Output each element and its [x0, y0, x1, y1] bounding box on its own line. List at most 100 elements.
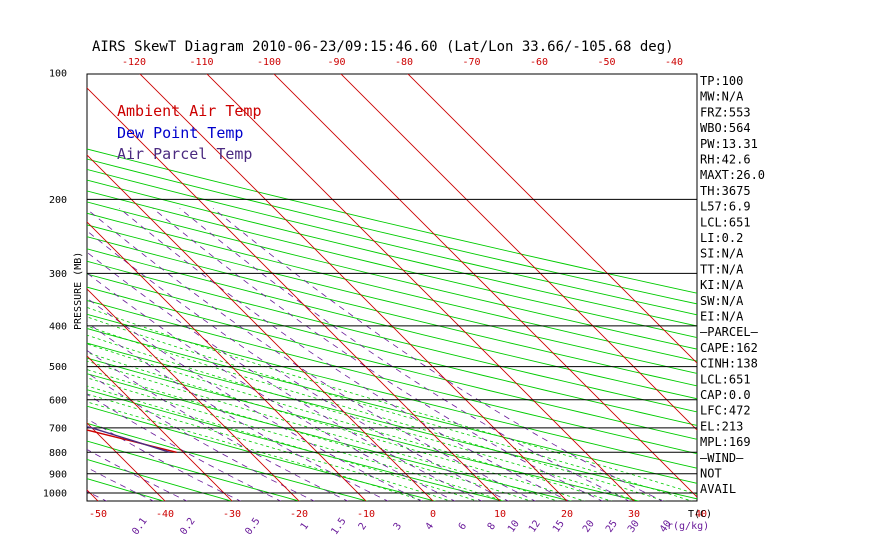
legend-ambient-air-temp: Ambient Air Temp: [117, 102, 262, 120]
mixing-ratio-label-1: 1: [299, 521, 311, 532]
index-11: SI:N/A: [700, 247, 744, 261]
moist-adiabat--4: [87, 401, 425, 501]
dry-adiabat-390: [87, 236, 697, 387]
top-temp-tick-110: -110: [189, 57, 213, 68]
index-22: EL:213: [700, 419, 743, 433]
bottom-temp-tick-20: 20: [561, 509, 573, 520]
chart-title: AIRS SkewT Diagram 2010-06-23/09:15:46.6…: [92, 39, 674, 55]
moist-adiabat-32: [87, 325, 666, 501]
mixing-ratio-line-5: [87, 372, 316, 501]
dry-adiabat-280: [87, 389, 505, 501]
bottom-temp-tick-10: 10: [494, 509, 506, 520]
y-axis-label: PRESSURE (MB): [73, 252, 84, 330]
moist-adiabat-16: [87, 360, 559, 501]
bottom-temp-tick-10: -10: [357, 509, 375, 520]
index-16: —PARCEL—: [700, 325, 759, 339]
dry-adiabat-300: [87, 357, 641, 501]
mixing-ratio-label-25: 25: [604, 518, 620, 534]
mixing-ratio-line-7: [87, 321, 389, 501]
bottom-temp-tick-50: -50: [89, 509, 107, 520]
series-line-dew-point-temp: [0, 73, 36, 452]
mixing-ratio-label-0-1: 0.1: [130, 516, 149, 537]
index-17: CAPE:162: [700, 341, 758, 355]
dry-adiabat-360: [87, 273, 697, 426]
isotherm--20: [87, 288, 300, 501]
mixing-ratio-label-15: 15: [551, 518, 567, 534]
top-temp-tick-70: -70: [462, 57, 480, 68]
pressure-tick-100: 100: [49, 69, 67, 80]
isotherm-0: [87, 154, 434, 501]
index-8: L57:6.9: [700, 200, 751, 214]
bottom-temp-tick-20: -20: [290, 509, 308, 520]
mixing-ratio-label-4: 4: [424, 521, 436, 532]
index-9: LCL:651: [700, 215, 751, 229]
dry-adiabat-330: [87, 313, 697, 469]
index-6: MAXT:26.0: [700, 168, 765, 182]
index-23: MPL:169: [700, 435, 751, 449]
dry-adiabat-400: [87, 224, 697, 374]
legend-air-parcel-temp: Air Parcel Temp: [117, 145, 252, 163]
pressure-tick-600: 600: [49, 395, 67, 406]
isotherm-50: [340, 74, 697, 431]
mixing-ratio-label-1-5: 1.5: [329, 516, 348, 537]
legend-dew-point-temp: Dew Point Temp: [117, 124, 243, 142]
isotherm--10: [87, 221, 367, 501]
pressure-tick-500: 500: [49, 362, 67, 373]
isotherm-20: [139, 74, 568, 501]
mixing-ratio-line-12: [87, 208, 537, 501]
dry-adiabat-450: [87, 168, 697, 316]
mixing-ratio-label-10: 10: [506, 518, 522, 534]
index-25: NOT: [700, 467, 722, 481]
dry-adiabat-370: [87, 260, 697, 413]
mixing-ratio-line-10: [87, 251, 483, 501]
mixing-ratio-line-15: [179, 207, 630, 501]
top-temp-tick-80: -80: [395, 57, 413, 68]
dry-adiabat-290: [87, 373, 573, 501]
bottom-temp-tick-0: 0: [430, 509, 436, 520]
moist-adiabat-12: [87, 369, 532, 501]
dry-adiabat-420: [87, 201, 697, 350]
index-2: FRZ:553: [700, 105, 751, 119]
isotherm--50: [87, 489, 99, 501]
mixing-ratio-line-1: [87, 467, 155, 501]
mixing-ratio-label-20: 20: [581, 518, 597, 534]
diagram-grid: [0, 64, 697, 502]
moist-adiabat-28: [87, 334, 640, 501]
mixing-ratio-line-4: [87, 393, 282, 501]
top-temp-tick-60: -60: [530, 57, 548, 68]
dry-adiabat-380: [87, 248, 697, 400]
index-24: —WIND—: [700, 451, 744, 465]
mixing-ratio-line-16: [212, 207, 664, 501]
top-temp-tick-100: -100: [257, 57, 281, 68]
moist-adiabat-8: [87, 377, 506, 501]
index-7: TH:3675: [700, 184, 751, 198]
isotherm--60: [0, 64, 32, 502]
mixing-ratio-label-6: 6: [457, 521, 469, 532]
index-18: CINH:138: [700, 357, 758, 371]
pressure-tick-800: 800: [49, 448, 67, 459]
dry-adiabat-260: [87, 422, 369, 501]
index-15: EI:N/A: [700, 310, 744, 324]
index-4: PW:13.31: [700, 137, 758, 151]
index-13: KI:N/A: [700, 278, 744, 292]
mixing-ratio-label-0-2: 0.2: [178, 516, 197, 537]
mixing-ratio-label-8: 8: [486, 521, 498, 532]
dry-adiabat-430: [87, 190, 697, 338]
isotherm--30: [87, 355, 233, 501]
index-19: LCL:651: [700, 372, 751, 386]
dry-adiabat-460: [87, 158, 697, 305]
mixing-ratio-line-11: [87, 230, 510, 501]
index-3: WBO:564: [700, 121, 751, 135]
mixing-ratio-line-8: [87, 297, 423, 501]
bottom-temp-tick-40: 40: [695, 509, 707, 520]
isotherm-60: [407, 74, 697, 364]
moist-adiabat-20: [87, 352, 586, 501]
mixing-ratio-label-12: 12: [527, 518, 543, 534]
index-10: LI:0.2: [700, 231, 743, 245]
dry-adiabat-250: [87, 440, 301, 501]
mixing-ratio-label-2: 2: [357, 521, 369, 532]
isobar-lines: [87, 198, 697, 494]
top-temp-tick-90: -90: [327, 57, 345, 68]
